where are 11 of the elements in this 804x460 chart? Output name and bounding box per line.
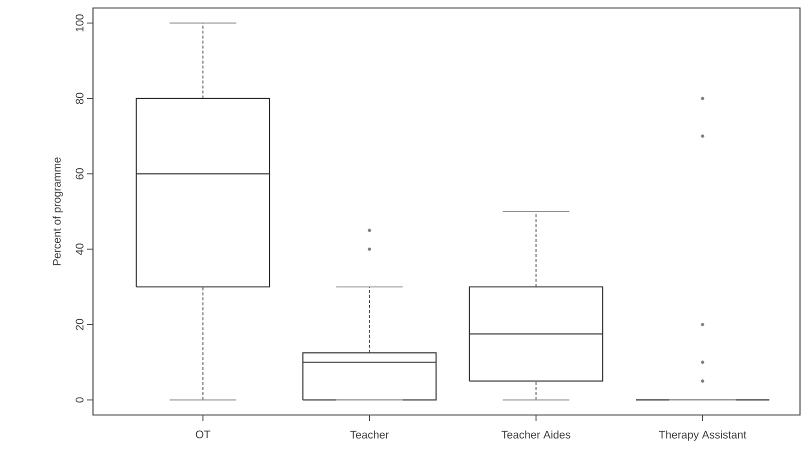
y-tick-label: 20: [76, 318, 84, 330]
y-tick-label: 40: [76, 244, 84, 256]
y-tick-label: 60: [76, 168, 84, 180]
x-tick-label: Teacher: [350, 430, 389, 439]
y-tick-label: 100: [76, 14, 84, 32]
y-tick-label: 0: [76, 397, 84, 403]
x-tick-label: Teacher Aides: [502, 430, 570, 439]
x-tick-label: OT: [196, 430, 210, 438]
x-tick-label: Therapy Assistant: [658, 430, 746, 441]
y-axis-title: Percent of programme: [52, 157, 63, 266]
y-tick-label: 80: [76, 92, 84, 104]
